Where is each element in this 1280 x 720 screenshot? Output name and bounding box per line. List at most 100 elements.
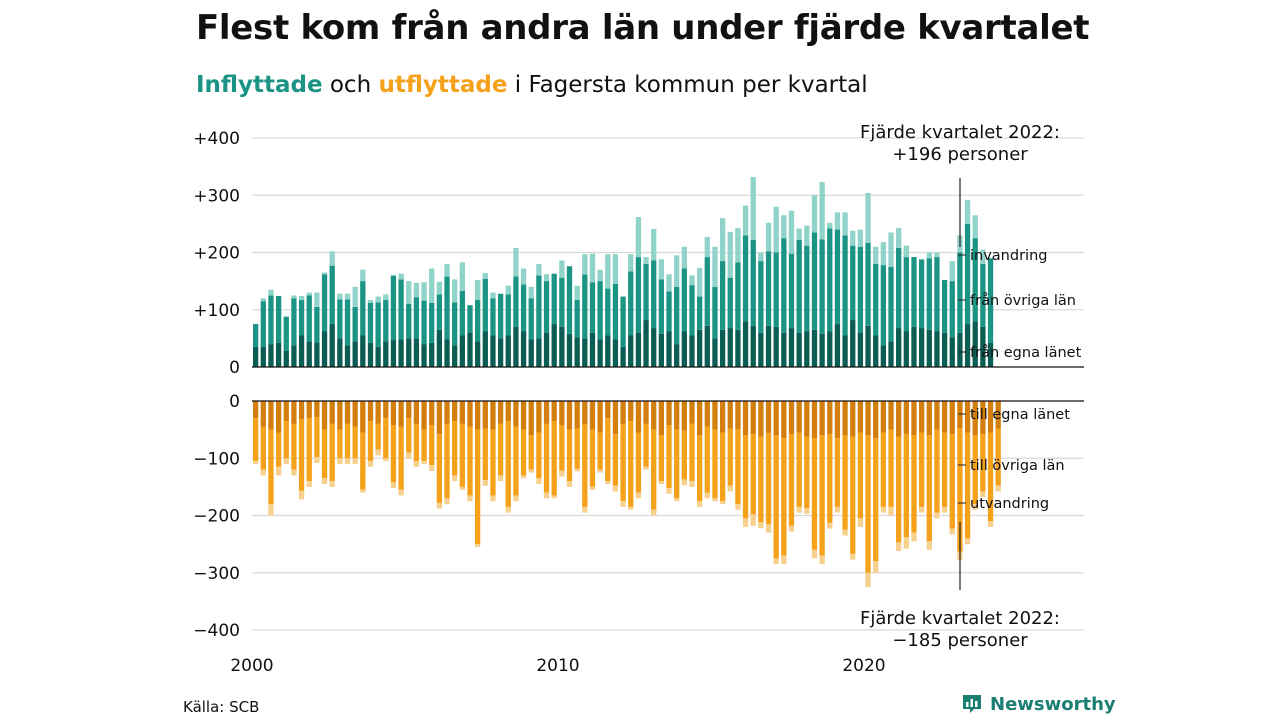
bar-segment bbox=[360, 489, 366, 493]
brand-logo: Newsworthy bbox=[960, 692, 1116, 716]
bar-segment bbox=[275, 296, 282, 343]
bar-segment bbox=[880, 401, 887, 433]
bar-segment bbox=[275, 401, 282, 433]
bar-segment bbox=[911, 326, 917, 367]
x-tick-label: 2020 bbox=[842, 656, 885, 676]
bar-segment bbox=[528, 298, 534, 340]
bar-segment bbox=[520, 284, 527, 332]
bar-segment bbox=[865, 435, 871, 573]
bar-segment bbox=[873, 263, 879, 336]
bar-segment bbox=[268, 295, 274, 345]
bar-segment bbox=[436, 281, 443, 295]
bar-segment bbox=[505, 421, 511, 507]
bar-segment bbox=[704, 426, 710, 493]
bar-segment bbox=[375, 302, 381, 347]
bar-segment bbox=[253, 346, 259, 367]
bar-segment bbox=[597, 281, 603, 340]
bar-segment bbox=[398, 401, 404, 427]
bar-segment bbox=[788, 434, 795, 526]
bar-segment bbox=[582, 254, 588, 275]
series-label: invandring bbox=[970, 248, 1047, 264]
bar-segment bbox=[926, 329, 932, 367]
bar-segment bbox=[880, 345, 887, 367]
bar-segment bbox=[987, 521, 994, 527]
bar-segment bbox=[543, 274, 550, 282]
bar-segment bbox=[421, 344, 427, 367]
bar-segment bbox=[995, 485, 1001, 492]
bar-segment bbox=[597, 401, 603, 433]
bar-segment bbox=[735, 227, 741, 263]
bar-segment bbox=[896, 542, 902, 551]
bar-segment bbox=[742, 435, 749, 519]
bar-segment bbox=[658, 435, 665, 482]
bar-segment bbox=[857, 332, 864, 367]
bar-segment bbox=[896, 247, 902, 329]
series-label: till övriga län bbox=[970, 458, 1065, 474]
annotation-top-line2: +196 personer bbox=[892, 144, 1028, 165]
y-tick-label: −100 bbox=[193, 449, 240, 469]
bar-segment bbox=[268, 429, 274, 505]
bar-segment bbox=[696, 501, 703, 507]
bar-segment bbox=[383, 401, 389, 419]
subtitle-utflyttade: utflyttade bbox=[378, 72, 508, 98]
bar-segment bbox=[352, 286, 358, 307]
bar-segment bbox=[367, 421, 374, 462]
bar-segment bbox=[536, 338, 542, 367]
bar-segment bbox=[903, 245, 909, 258]
y-tick-label: +400 bbox=[193, 129, 240, 149]
bar-segment bbox=[275, 466, 282, 476]
bar-segment bbox=[444, 263, 450, 277]
bar-segment bbox=[850, 245, 856, 321]
bar-segment bbox=[436, 434, 443, 503]
bar-segment bbox=[306, 292, 312, 296]
bar-segment bbox=[980, 401, 986, 435]
bar-segment bbox=[543, 492, 550, 499]
bar-segment bbox=[429, 342, 435, 367]
bar-segment bbox=[337, 429, 343, 459]
bar-segment bbox=[681, 268, 687, 332]
bar-segment bbox=[337, 458, 343, 464]
bar-segment bbox=[980, 434, 986, 492]
bar-segment bbox=[444, 423, 450, 499]
bar-segment bbox=[253, 401, 259, 419]
bar-segment bbox=[926, 435, 932, 542]
bar-segment bbox=[605, 254, 611, 289]
bar-segment bbox=[934, 252, 940, 258]
bar-segment bbox=[666, 425, 672, 489]
bar-segment bbox=[520, 401, 527, 430]
bar-segment bbox=[467, 305, 473, 333]
bar-segment bbox=[674, 255, 680, 287]
bar-segment bbox=[765, 524, 772, 533]
bar-segment bbox=[513, 426, 519, 496]
bar-segment bbox=[589, 282, 596, 333]
bar-segment bbox=[398, 426, 404, 490]
bar-segment bbox=[383, 300, 389, 342]
bar-segment bbox=[643, 257, 649, 264]
bar-segment bbox=[712, 338, 718, 367]
bar-segment bbox=[957, 428, 963, 552]
bar-segment bbox=[536, 401, 542, 433]
bar-segment bbox=[987, 258, 994, 343]
bar-segment bbox=[635, 257, 642, 333]
bar-segment bbox=[314, 401, 320, 418]
bar-segment bbox=[543, 423, 550, 493]
bar-segment bbox=[735, 504, 741, 510]
bar-segment bbox=[628, 271, 634, 336]
bar-segment bbox=[444, 339, 450, 367]
bar-segment bbox=[628, 421, 634, 507]
bar-segment bbox=[964, 324, 971, 367]
bar-segment bbox=[605, 481, 611, 485]
bar-segment bbox=[283, 401, 289, 422]
bar-segment bbox=[666, 274, 672, 292]
bar-segment bbox=[551, 421, 557, 496]
bar-segment bbox=[329, 265, 335, 325]
bar-segment bbox=[926, 258, 932, 330]
bar-segment bbox=[283, 350, 289, 367]
bar-segment bbox=[796, 432, 802, 507]
bar-segment bbox=[612, 339, 619, 367]
bar-segment bbox=[459, 262, 465, 291]
bar-segment bbox=[459, 486, 465, 490]
bar-segment bbox=[888, 506, 894, 516]
bar-segment bbox=[727, 328, 733, 367]
bar-segment bbox=[850, 553, 856, 560]
